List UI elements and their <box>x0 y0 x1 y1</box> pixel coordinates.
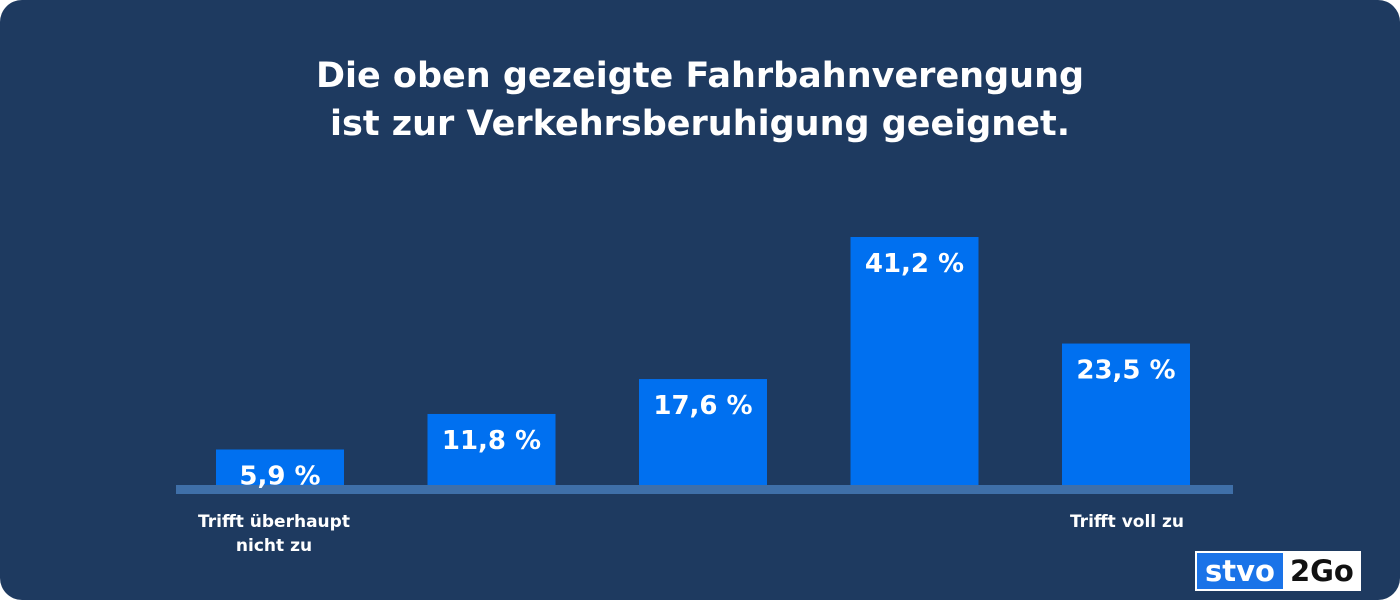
bar-value-label-1: 5,9 % <box>239 461 320 491</box>
logo-part-2go: 2Go <box>1282 551 1361 591</box>
category-label-left-line-2: nicht zu <box>236 536 312 556</box>
bar-value-label-2: 11,8 % <box>442 426 541 456</box>
stvo2go-logo: stvo 2Go <box>1195 551 1361 591</box>
bar-value-label-3: 17,6 % <box>653 391 752 421</box>
bar-5 <box>1062 343 1190 485</box>
category-label-right-line-1: Trifft voll zu <box>1070 512 1184 532</box>
bar-value-label-4: 41,2 % <box>865 249 964 279</box>
chart-title: Die oben gezeigte Fahrbahnverengung ist … <box>315 56 1085 144</box>
logo-part-stvo: stvo <box>1195 551 1283 591</box>
x-axis-baseline <box>176 485 1233 494</box>
bar-2 <box>427 413 556 485</box>
bar-value-label-5: 23,5 % <box>1076 356 1175 386</box>
bar-1 <box>216 449 344 485</box>
bar-3 <box>639 379 767 485</box>
category-label-left-line-1: Trifft überhaupt <box>198 512 350 532</box>
bar-4 <box>850 237 979 485</box>
